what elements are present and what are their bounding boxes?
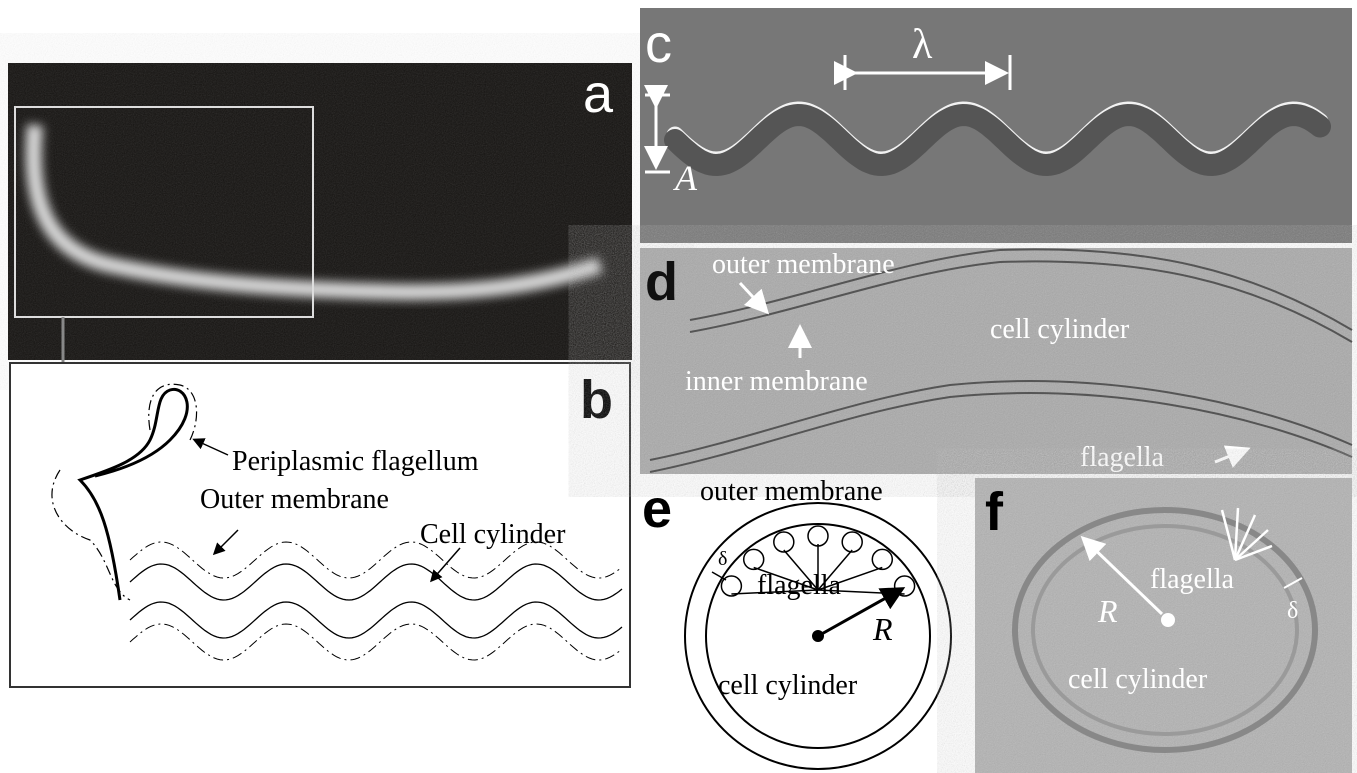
panel-c: c λ A	[640, 8, 1352, 243]
annotation: cell cylinder	[1068, 664, 1208, 695]
flagellum-section	[744, 549, 764, 569]
annotation: cell cylinder	[990, 314, 1130, 345]
annotation: Outer membrane	[200, 484, 389, 515]
annotation: outer membrane	[712, 249, 895, 280]
noise	[640, 248, 1352, 474]
panel-label: e	[642, 479, 672, 539]
annotation: R	[1097, 593, 1118, 629]
annotation: A	[673, 158, 698, 198]
annotation: δ	[718, 548, 727, 570]
annotation: flagella	[757, 570, 842, 601]
annotation: flagella	[1150, 564, 1235, 595]
center-dot	[1161, 613, 1175, 627]
panel-e: e outer membrane δ flagella R cell cylin…	[642, 476, 951, 769]
annotation: inner membrane	[685, 366, 868, 397]
flagellum-section	[774, 532, 794, 552]
figure: a b Periplasmic flagellum Outer membrane…	[0, 0, 1357, 773]
panel-label: c	[645, 14, 672, 74]
panel-label: f	[985, 482, 1004, 542]
flagellum-section	[808, 526, 828, 546]
panel-label: d	[645, 252, 678, 312]
panel-a: a	[8, 63, 632, 360]
annotation: λ	[912, 22, 933, 68]
annotation: cell cylinder	[718, 670, 858, 701]
panel-label: b	[580, 370, 613, 430]
annotation: Periplasmic flagellum	[232, 446, 479, 477]
annotation: flagella	[1080, 442, 1165, 473]
annotation: outer membrane	[700, 476, 883, 507]
annotation: Cell cylinder	[420, 519, 566, 550]
panel-f: f R flagella δ cell cylinder	[975, 478, 1352, 773]
annotation: R	[872, 611, 893, 647]
annotation: δ	[1287, 598, 1298, 624]
panel-label: a	[583, 64, 614, 124]
panel-d: d outer membrane inner membrane cell cyl…	[640, 248, 1352, 474]
flagellum-section	[872, 549, 892, 569]
flagellum-section	[842, 532, 862, 552]
panel-b: b Periplasmic flagellum Outer membrane C…	[10, 363, 630, 687]
